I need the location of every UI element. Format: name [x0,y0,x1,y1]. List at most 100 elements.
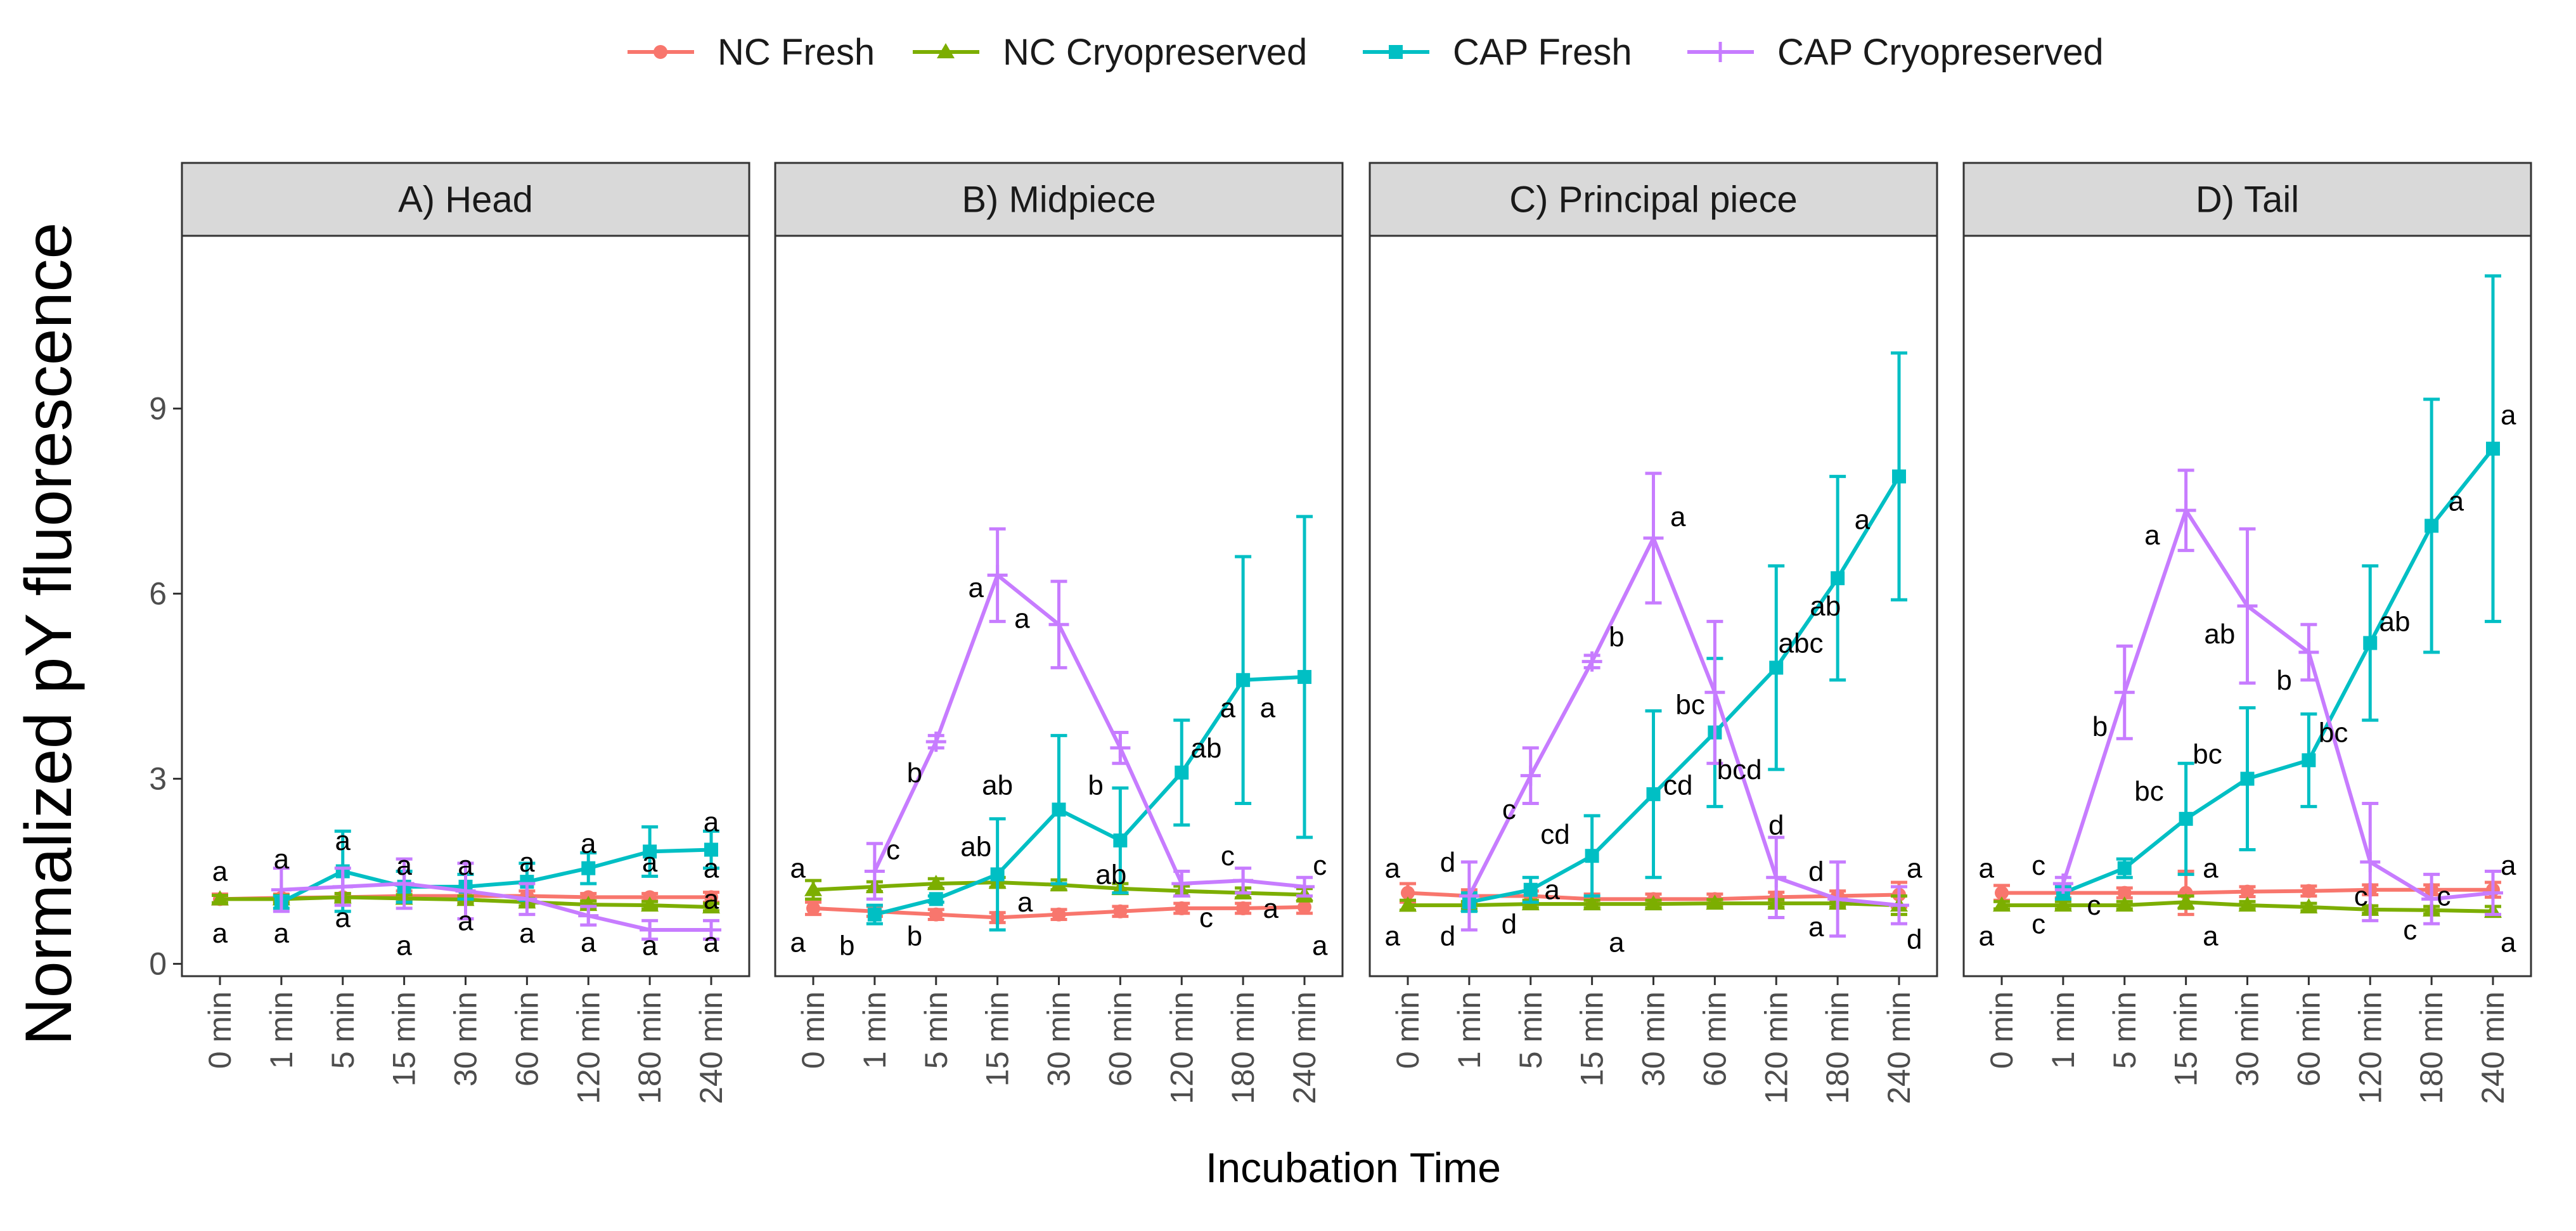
data-point [2114,682,2135,703]
significance-letter: a [1017,887,1033,918]
series-cap-cryopreserved [271,857,721,941]
data-point [1401,886,1415,900]
data-point [1110,737,1131,758]
significance-letter: ab [2380,606,2411,637]
significance-letter: ab [1095,859,1126,890]
data-point [927,875,945,890]
significance-letter: a [2449,486,2464,517]
significance-letter: a [704,807,719,838]
x-axis-title: Incubation Time [1206,1144,1501,1191]
significance-letter: c [1502,794,1516,825]
data-point [643,844,657,859]
data-point [704,890,718,905]
x-tick-label: 30 min [1041,991,1077,1086]
significance-letter: a [2203,921,2219,952]
x-tick-label: 0 min [1390,991,1426,1069]
significance-letter: ab [1810,591,1841,622]
x-tick-label: 30 min [1636,991,1671,1086]
data-point [704,842,718,857]
legend-marker-square-icon [1389,45,1403,59]
significance-letter: a [212,918,228,949]
data-point [1048,614,1069,635]
data-point [1892,469,1906,484]
data-point [1706,894,1724,910]
significance-letter: a [1609,927,1625,958]
x-tick-label: 1 min [857,991,892,1069]
x-tick-label: 180 min [1225,991,1261,1104]
legend-label: CAP Fresh [1453,32,1632,73]
series-line [1467,536,1900,908]
x-tick-label: 1 min [264,991,299,1069]
significance-letter: a [1544,875,1560,906]
panel-title: A) Head [398,179,533,221]
data-point [1294,876,1315,897]
y-axis: 0 3 6 9 [149,391,182,982]
significance-letter: c [2437,880,2451,912]
significance-letter: ab [2204,619,2235,650]
data-point [1766,867,1787,888]
data-point [2117,886,2132,900]
series-line [280,848,712,904]
significance-letter: d [1808,856,1824,887]
x-tick-label: 1 min [2045,991,2081,1069]
legend-label: NC Fresh [718,32,875,73]
legend-marker-triangle-icon [937,43,955,58]
significance-letter: a [396,930,412,961]
significance-letter: a [1808,912,1824,943]
x-tick-label: 0 min [795,991,831,1069]
series-cap-cryopreserved [1459,472,1909,938]
significance-letter: a [704,884,719,915]
y-tick-label: 0 [149,946,167,982]
data-point [2298,642,2319,662]
significance-letter: a [968,572,984,603]
data-point [455,880,476,901]
data-point [1052,907,1066,922]
panel-strip [1368,162,1938,237]
significance-letter: b [839,930,854,961]
panel-strip [1962,162,2532,237]
significance-letter: a [458,850,473,881]
x-tick-label: 240 min [2475,991,2511,1104]
significance-letter: bc [2134,776,2163,807]
significance-letter: c [2032,908,2045,939]
series-line [1469,475,1901,905]
significance-letter: b [2276,665,2291,696]
data-point [1175,901,1189,915]
data-point [1704,682,1725,703]
data-point [1298,899,1311,914]
chart-legend: NC Fresh NC Cryopreserved CAP Fresh CAP Cry… [628,32,2104,73]
significance-letter: a [335,825,351,856]
data-point [1831,571,1845,586]
legend-label: CAP Cryopreserved [1777,32,2104,73]
x-tick-label: 180 min [632,991,667,1104]
x-tick-label: 120 min [570,991,606,1104]
significance-letter: d [1768,810,1784,841]
significance-letter: a [2501,399,2516,430]
significance-letter: ab [982,770,1013,801]
data-point [804,880,822,896]
significance-letter: bc [2319,718,2348,749]
series-cap-fresh [866,515,1313,932]
significance-letter: a [704,927,719,958]
data-point [2115,896,2134,912]
significance-letter: b [2092,711,2108,742]
data-point [864,861,885,882]
x-tick-label: 5 min [918,991,954,1069]
significance-letter: a [519,847,535,878]
significance-letter: a [2144,520,2160,551]
significance-letter: abc [1779,628,1824,659]
series-line [2061,508,2494,901]
data-point [640,920,660,940]
data-point [2179,811,2193,826]
significance-letter: a [212,856,228,887]
x-tick-label: 0 min [1984,991,2019,1069]
data-point [641,896,659,912]
panel-strip [774,162,1344,237]
significance-letter: a [1263,893,1278,924]
data-point [2483,882,2503,903]
data-point [2425,519,2439,533]
significance-letter: d [1502,908,1517,939]
significance-letter: b [1088,770,1103,801]
